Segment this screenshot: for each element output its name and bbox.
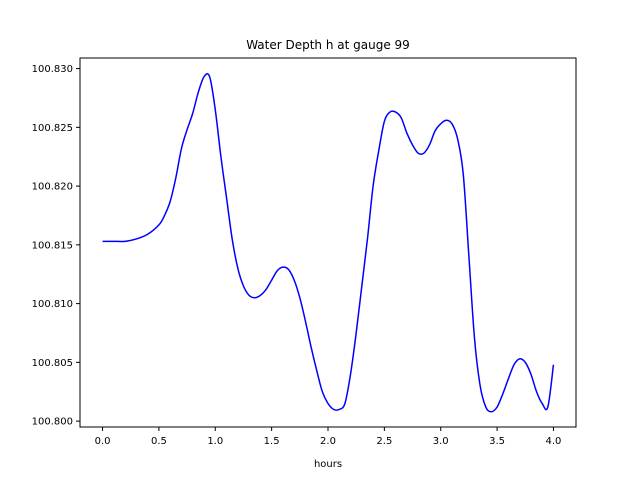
- y-tick-label: 100.825: [32, 123, 73, 134]
- x-axis-label: hours: [314, 459, 342, 470]
- y-tick-label: 100.800: [32, 417, 73, 428]
- x-tick-label: 0.0: [95, 436, 111, 447]
- series-line-water-depth: [102, 72, 555, 413]
- chart-title: Water Depth h at gauge 99: [246, 38, 410, 52]
- x-tick-label: 3.5: [489, 436, 505, 447]
- y-tick-label: 100.820: [32, 182, 73, 193]
- y-tick-label: 100.805: [32, 358, 73, 369]
- x-tick-label: 0.5: [151, 436, 167, 447]
- x-tick-label: 2.0: [320, 436, 336, 447]
- x-tick-label: 3.0: [433, 436, 449, 447]
- x-tick-label: 2.5: [376, 436, 392, 447]
- y-tick-label: 100.810: [32, 299, 73, 310]
- y-tick-label: 100.830: [32, 64, 73, 75]
- x-tick-label: 1.5: [264, 436, 280, 447]
- x-axis-ticks: 0.0 0.5 1.0 1.5 2.0 2.5 3.0 3.5 4.0: [95, 427, 562, 447]
- plot-area-frame: [79, 57, 577, 428]
- y-axis-ticks: 100.800 100.805 100.810 100.815 100.820 100.8…: [32, 64, 80, 428]
- x-tick-label: 1.0: [207, 436, 223, 447]
- x-tick-label: 4.0: [546, 436, 562, 447]
- y-tick-label: 100.815: [32, 240, 73, 251]
